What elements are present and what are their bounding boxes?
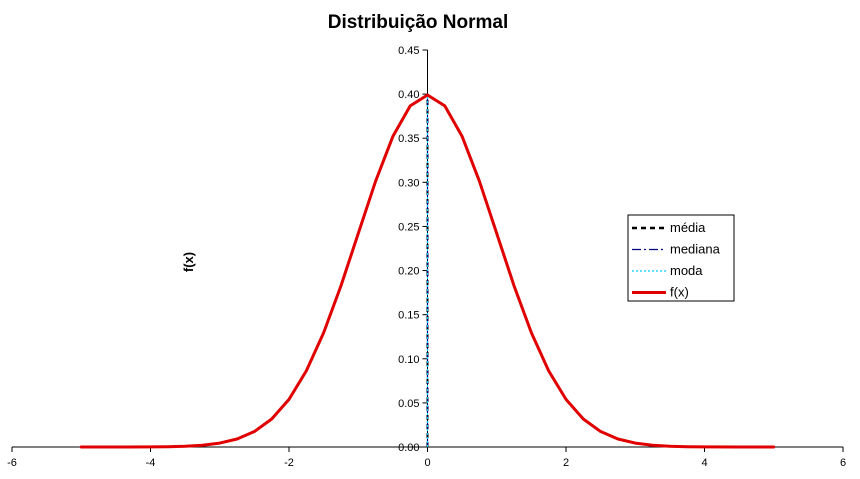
legend-label: moda [670,263,703,278]
y-tick-label: 0.25 [398,221,419,233]
legend-label: mediana [670,242,721,257]
x-tick-label: -2 [284,457,294,469]
legend: média mediana moda f(x) [627,214,735,302]
y-tick-label: 0.05 [398,398,419,410]
x-tick-label: -4 [146,457,156,469]
legend-label: f(x) [670,285,689,300]
chart-title: Distribuição Normal [328,12,509,33]
x-tick-label: 6 [840,457,846,469]
x-tick-label: 2 [563,457,569,469]
plot-area [79,93,776,449]
y-tick-label: 0.30 [398,177,419,189]
y-tick-label: 0.20 [398,266,419,278]
x-tick-label: -6 [7,457,17,469]
x-tick-label: 0 [424,457,430,469]
y-tick-label: 0.15 [398,310,419,322]
y-axis-label: f(x) [181,252,196,272]
y-tick-label: 0.10 [398,354,419,366]
legend-box [627,214,735,302]
legend-label: média [670,220,706,235]
y-tick-label: 0.40 [398,89,419,101]
y-tick-label: 0.00 [398,442,419,454]
y-tick-label: 0.45 [398,45,419,57]
axes: -6 -4 -2 0 2 4 6 0.00 0.05 0.10 0.15 0.20 0.25 0.30 0.… [7,45,846,469]
y-tick-label: 0.35 [398,133,419,145]
x-tick-label: 4 [701,457,707,469]
series-fx-curve [79,93,776,449]
